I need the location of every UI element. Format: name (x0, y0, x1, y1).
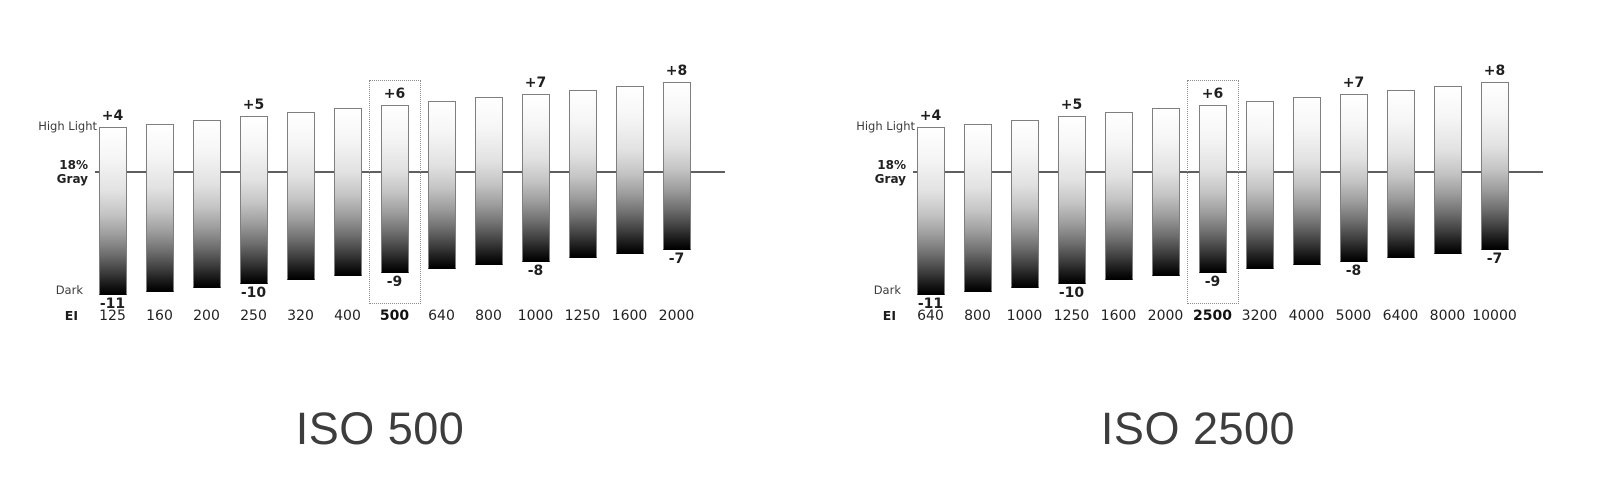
ei-tick-label: 1600 (1100, 308, 1137, 324)
bar-annotation-above: +7 (524, 74, 547, 91)
bar-annotation-below: -9 (1204, 273, 1221, 290)
gradient-bar (1480, 82, 1509, 251)
ei-tick-label: 2500 (1193, 308, 1232, 324)
gradient-bar (521, 93, 550, 262)
gradient-bar (145, 123, 174, 292)
ei-tick-label: 1250 (1053, 308, 1090, 324)
chart-title: ISO 500 (295, 403, 465, 454)
chart-iso-2500: High Light 18% Gray Dark EI +4 -11 640 800 1… (818, 0, 1600, 499)
gradient-bar (427, 101, 456, 270)
ei-tick-label: 500 (379, 308, 410, 324)
bar-annotation-below: -10 (1058, 285, 1085, 301)
ei-tick-label: 1000 (1006, 308, 1043, 324)
highlight-box (1186, 80, 1239, 304)
gradient-bar (615, 86, 644, 255)
gradient-bar (1292, 97, 1321, 266)
ei-tick-label: 160 (146, 308, 173, 324)
gradient-bar (286, 112, 315, 281)
ei-tick-label: 1000 (517, 308, 554, 324)
bar-annotation-above: +8 (1483, 63, 1506, 80)
ei-tick-label: 320 (287, 308, 314, 324)
bar-annotation-below: -8 (527, 262, 544, 279)
bar-annotation-above: +6 (383, 85, 406, 102)
gradient-bar (333, 108, 362, 277)
gray-label: Gray (56, 172, 88, 186)
gradient-bar (916, 127, 945, 296)
gradient-bar (1386, 89, 1415, 258)
ei-axis-label: EI (64, 308, 78, 323)
gradient-bar (1151, 108, 1180, 277)
high-light-label: High Light (38, 119, 97, 133)
ei-tick-label: 640 (428, 308, 455, 324)
gray-18-percent-label: 18% (59, 158, 88, 172)
gradient-bar (474, 97, 503, 266)
gradient-bar (662, 82, 691, 251)
bars-layer: +4 -11 640 800 1000 +5 -10 1250 1600 2000 +6 -9 2500… (818, 0, 1600, 499)
ei-axis-label: EI (882, 308, 896, 323)
ei-tick-label: 200 (193, 308, 220, 324)
gradient-bar (380, 104, 409, 273)
gradient-bar (568, 89, 597, 258)
18-gray-reference-line (95, 171, 725, 173)
ei-tick-label: 3200 (1241, 308, 1278, 324)
bar-annotation-above: +5 (242, 97, 265, 113)
ei-tick-label: 8000 (1429, 308, 1466, 324)
bar-annotation-below: -8 (1345, 262, 1362, 279)
gradient-bar (1057, 116, 1086, 284)
ei-tick-label: 1250 (564, 308, 601, 324)
bars-layer: +4 -11 125 160 200 +5 -10 250 320 400 +6 -9 500 640 80… (0, 0, 782, 499)
bar-annotation-above: +4 (101, 108, 124, 125)
bar-annotation-above: +6 (1201, 85, 1224, 102)
high-light-label: High Light (856, 119, 915, 133)
ei-tick-label: 400 (334, 308, 361, 324)
ei-tick-label: 250 (240, 308, 267, 324)
ei-tick-label: 640 (917, 308, 944, 324)
gradient-bar (1245, 101, 1274, 270)
ei-tick-label: 10000 (1472, 308, 1517, 324)
bar-annotation-below: -7 (668, 251, 685, 268)
gray-18-percent-label: 18% (877, 158, 906, 172)
ei-tick-label: 2000 (658, 308, 695, 324)
gradient-bar (1010, 119, 1039, 288)
ei-tick-label: 5000 (1335, 308, 1372, 324)
bar-annotation-above: +7 (1342, 74, 1365, 91)
gradient-bar (1339, 93, 1368, 262)
bar-annotation-below: -11 (99, 296, 126, 313)
bar-annotation-above: +8 (665, 63, 688, 80)
chart-iso-500: High Light 18% Gray Dark EI +4 -11 125 160 2… (0, 0, 782, 499)
gradient-bar (963, 123, 992, 292)
bar-annotation-above: +5 (1060, 97, 1083, 113)
18-gray-reference-line (913, 171, 1543, 173)
gradient-bar (1104, 112, 1133, 281)
gradient-bar (192, 119, 221, 288)
ei-tick-label: 1600 (611, 308, 648, 324)
dark-label: Dark (55, 283, 83, 297)
bar-annotation-below: -11 (917, 296, 944, 313)
ei-tick-label: 2000 (1147, 308, 1184, 324)
highlight-box (368, 80, 421, 304)
chart-title: ISO 2500 (1100, 403, 1296, 454)
gradient-bar (1433, 86, 1462, 255)
bar-annotation-below: -7 (1486, 251, 1503, 268)
bar-annotation-above: +4 (919, 108, 942, 125)
dark-label: Dark (873, 283, 901, 297)
bar-annotation-below: -9 (386, 273, 403, 290)
ei-tick-label: 800 (475, 308, 502, 324)
gradient-bar (98, 127, 127, 296)
ei-tick-label: 125 (99, 308, 126, 324)
ei-tick-label: 800 (964, 308, 991, 324)
gray-label: Gray (874, 172, 906, 186)
ei-tick-label: 4000 (1288, 308, 1325, 324)
gradient-bar (1198, 104, 1227, 273)
bar-annotation-below: -10 (240, 285, 267, 301)
gradient-bar (239, 116, 268, 284)
ei-tick-label: 6400 (1382, 308, 1419, 324)
